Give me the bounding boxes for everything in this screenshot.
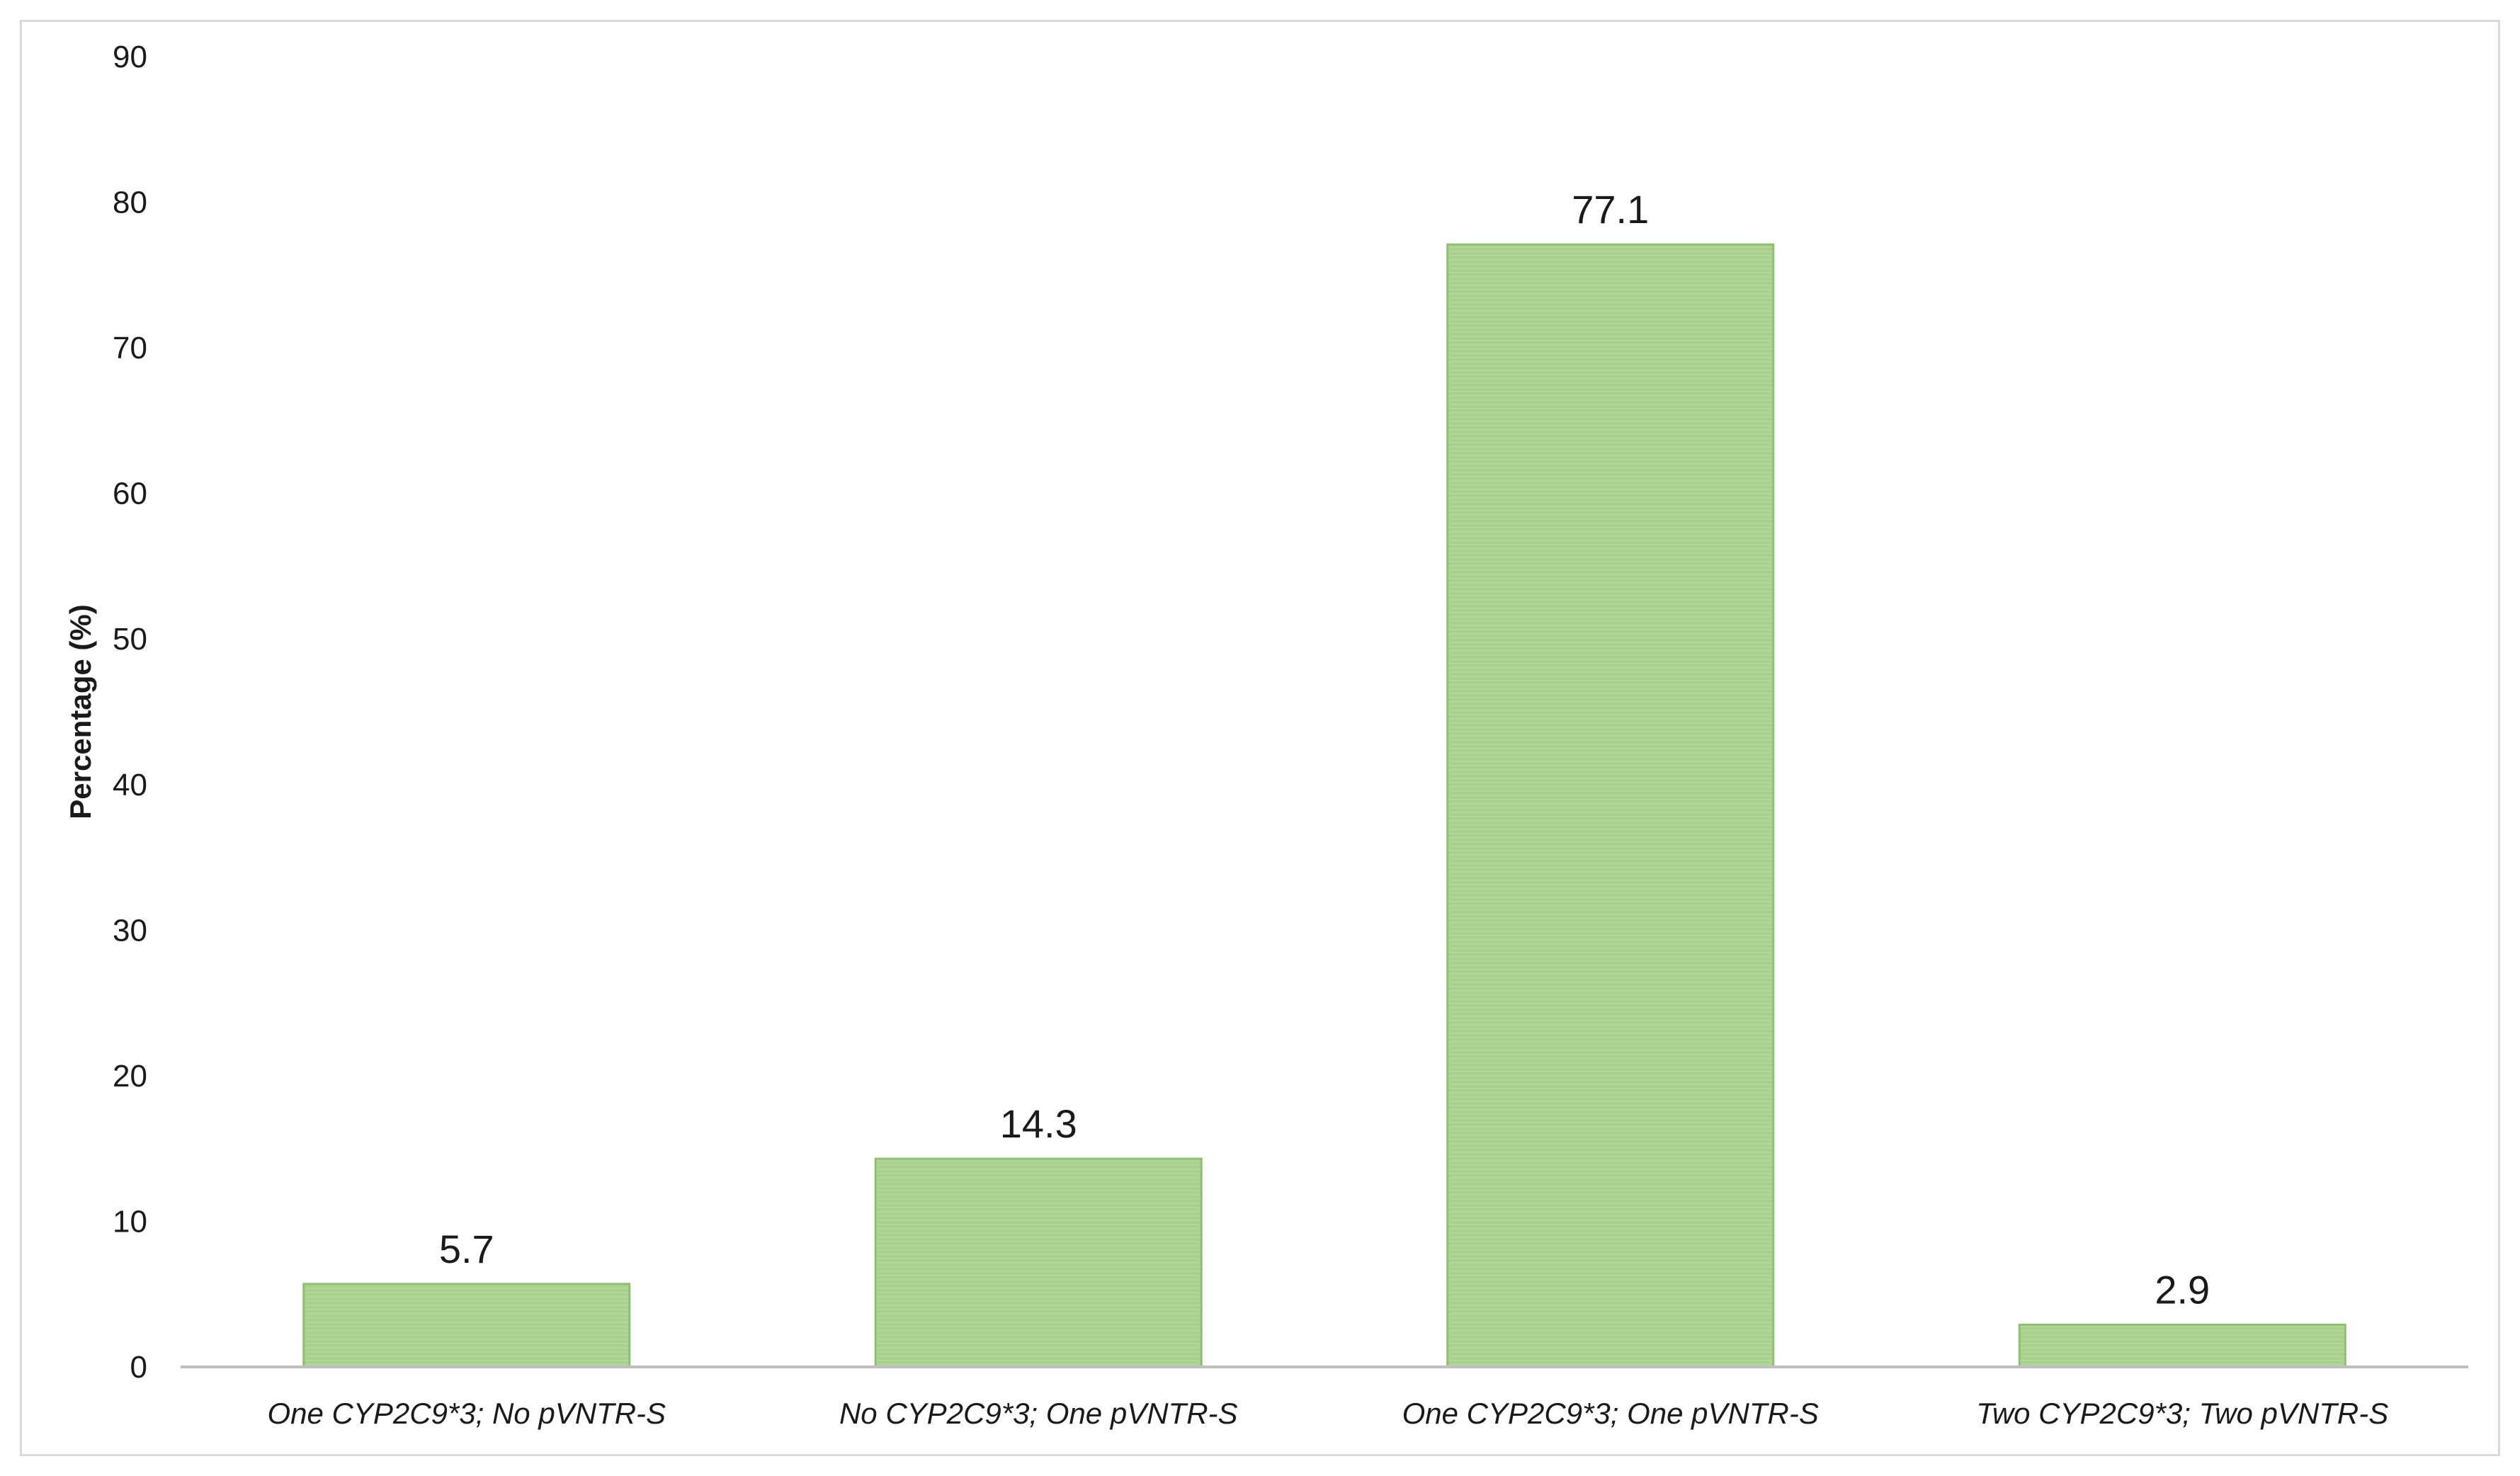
y-tick-label: 30 [113, 913, 147, 948]
data-label: 14.3 [1000, 1101, 1077, 1146]
y-tick-label: 90 [113, 40, 147, 74]
y-axis-ticks: 0 10 20 30 40 50 60 70 80 90 [113, 40, 147, 1385]
bar [874, 1157, 1203, 1368]
data-label: 77.1 [1572, 187, 1649, 232]
y-tick-label: 80 [113, 186, 147, 220]
y-tick-label: 0 [130, 1350, 147, 1385]
y-tick-label: 20 [113, 1059, 147, 1094]
y-axis-title: Percentage (%) [64, 604, 97, 819]
bars [302, 243, 2346, 1368]
data-label: 2.9 [2155, 1267, 2210, 1312]
bar [2018, 1323, 2346, 1368]
y-tick-label: 50 [113, 622, 147, 657]
chart-frame [20, 20, 2500, 1456]
x-tick-label: One CYP2C9*3; One pVNTR-S [1402, 1397, 1819, 1430]
y-tick-label: 60 [113, 477, 147, 511]
y-tick-label: 10 [113, 1204, 147, 1239]
bar [302, 1283, 631, 1368]
x-axis-labels: One CYP2C9*3; No pVNTR-S No CYP2C9*3; One… [267, 1397, 2388, 1430]
x-tick-label: Two CYP2C9*3; Two pVNTR-S [1976, 1397, 2388, 1430]
y-tick-label: 40 [113, 768, 147, 802]
x-tick-label: No CYP2C9*3; One pVNTR-S [839, 1397, 1238, 1430]
bar [1446, 243, 1775, 1368]
y-tick-label: 70 [113, 331, 147, 365]
data-label: 5.7 [439, 1227, 494, 1271]
data-labels: 5.7 14.3 77.1 2.9 [439, 187, 2210, 1312]
x-tick-label: One CYP2C9*3; No pVNTR-S [267, 1397, 666, 1430]
